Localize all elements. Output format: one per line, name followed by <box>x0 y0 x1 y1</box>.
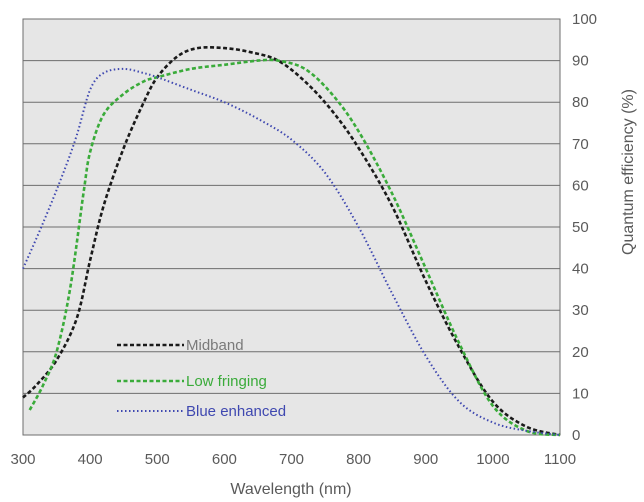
series-line-low-fringing <box>28 58 561 437</box>
y-tick-label: 50 <box>572 219 589 236</box>
legend-label: Blue enhanced <box>186 403 286 420</box>
y-axis-ticks: 0 10 20 30 40 50 60 70 80 90 100 <box>572 11 597 444</box>
x-tick-label: 1100 <box>544 451 576 468</box>
x-tick-label: 600 <box>212 451 237 468</box>
legend-label: Midband <box>186 337 244 354</box>
x-tick-label: 800 <box>346 451 371 468</box>
x-tick-label: 400 <box>78 451 103 468</box>
y-tick-label: 20 <box>572 344 589 361</box>
x-axis-ticks: 300 400 500 600 700 800 900 1000 1100 <box>10 451 576 468</box>
y-tick-label: 10 <box>572 385 589 402</box>
y-tick-label: 30 <box>572 302 589 319</box>
x-tick-label: 700 <box>279 451 304 468</box>
y-tick-label: 90 <box>572 53 589 70</box>
y-tick-label: 40 <box>572 261 589 278</box>
x-tick-label: 500 <box>145 451 170 468</box>
series-line-midband <box>22 46 561 437</box>
y-tick-label: 80 <box>572 94 589 111</box>
legend-label: Low fringing <box>186 373 267 390</box>
x-tick-label: 1000 <box>476 451 509 468</box>
y-tick-label: 60 <box>572 177 589 194</box>
y-axis-title: Quantum efficiency (%) <box>620 89 637 255</box>
series-lines <box>22 46 561 437</box>
x-tick-label: 300 <box>10 451 35 468</box>
x-tick-label: 900 <box>413 451 438 468</box>
y-tick-label: 0 <box>572 427 580 444</box>
y-tick-label: 100 <box>572 11 597 28</box>
series-line-blue-enhanced <box>22 67 561 436</box>
y-tick-label: 70 <box>572 136 589 153</box>
x-axis-title: Wavelength (nm) <box>230 481 351 498</box>
legend: Midband Low fringing Blue enhanced <box>117 337 286 420</box>
